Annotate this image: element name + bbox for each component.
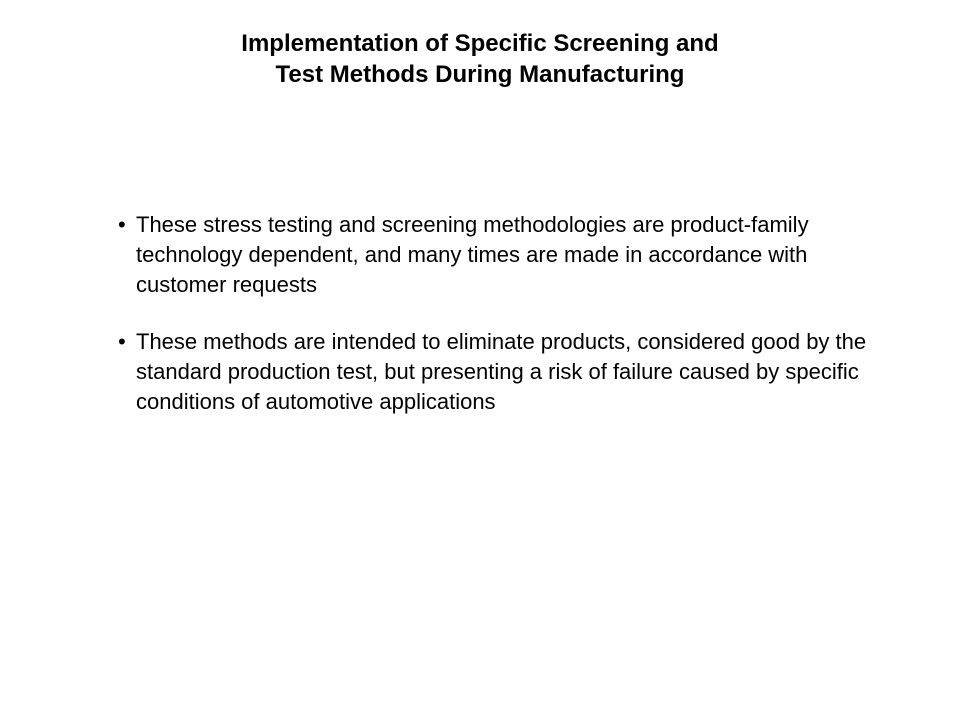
title-line-1: Implementation of Specific Screening and (0, 28, 960, 59)
slide-container: Implementation of Specific Screening and… (0, 0, 960, 720)
slide-title: Implementation of Specific Screening and… (0, 28, 960, 90)
bullet-text: These stress testing and screening metho… (136, 212, 809, 296)
bullet-text: These methods are intended to eliminate … (136, 329, 866, 413)
bullet-list: These stress testing and screening metho… (0, 210, 960, 416)
title-line-2: Test Methods During Manufacturing (0, 59, 960, 90)
bullet-item: These methods are intended to eliminate … (118, 327, 880, 416)
bullet-item: These stress testing and screening metho… (118, 210, 880, 299)
